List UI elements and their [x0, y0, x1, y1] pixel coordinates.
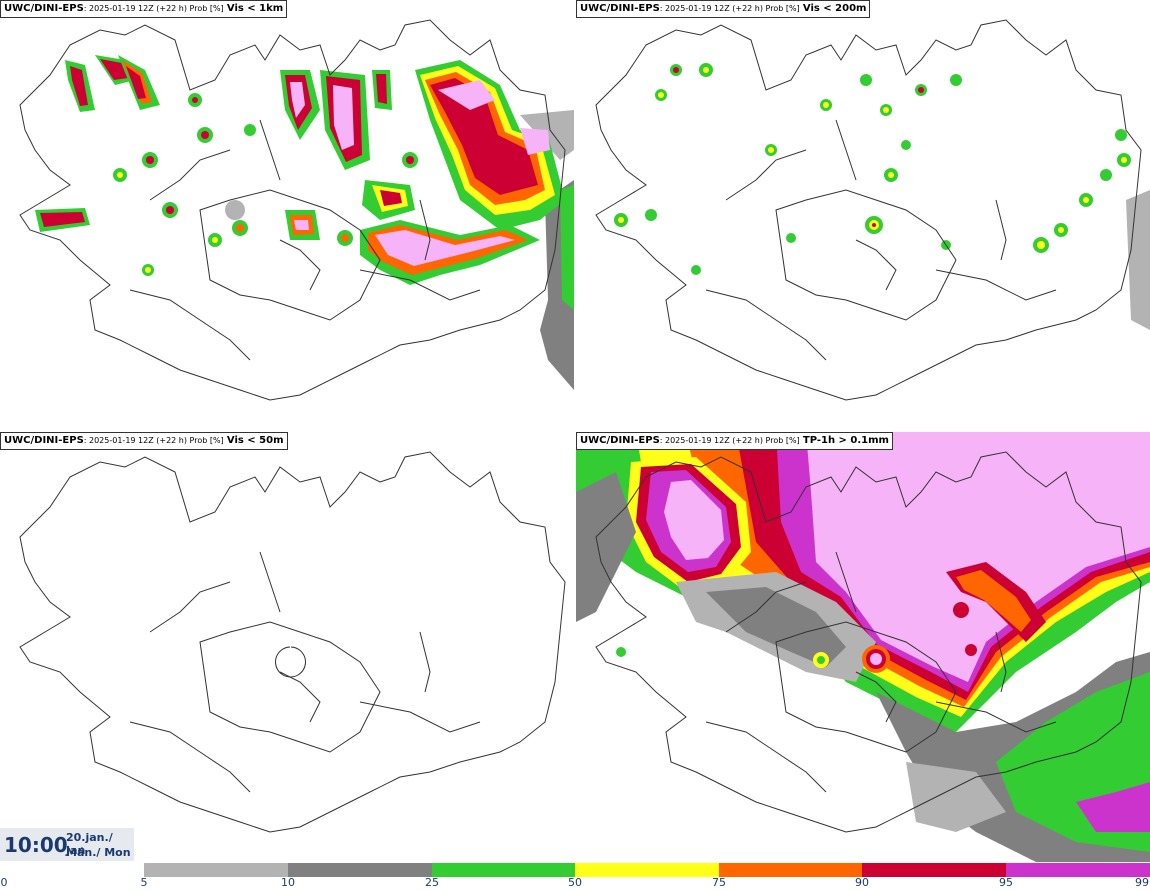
- map-panel-vis-200m: UWC/DINI-EPS: 2025-01-19 12Z (+22 h) Pro…: [576, 0, 1150, 430]
- map-vis-200m: [595, 19, 1150, 401]
- prob-field: [576, 432, 1150, 862]
- prob-spots-small: [614, 63, 1131, 275]
- valid-time-day: Mán./ Mon: [66, 846, 131, 859]
- panel-source: UWC/DINI-EPS: [4, 435, 84, 446]
- colorbar-tick-label: 90: [855, 876, 869, 889]
- panel-variable: TP-1h > 0.1mm: [802, 435, 889, 446]
- colorbar-tick-label: 99: [1135, 876, 1149, 889]
- colorbar-tick-label: 0: [0, 876, 8, 889]
- panel-variable: Vis < 1km: [226, 3, 284, 14]
- panel-run-info: : 2025-01-19 12Z (+22 h) Prob [%]: [83, 4, 224, 13]
- colorbar-tick-label: 75: [712, 876, 726, 889]
- colorbar-tick-label: 95: [999, 876, 1013, 889]
- map-panel-vis-1km: UWC/DINI-EPS: 2025-01-19 12Z (+22 h) Pro…: [0, 0, 574, 430]
- panel-title: UWC/DINI-EPS: 2025-01-19 12Z (+22 h) Pro…: [0, 432, 288, 450]
- valid-time-date: 20.jan./ Jan: [66, 831, 113, 857]
- prob-region-north: [280, 70, 415, 220]
- colorbar-tick-label: 50: [568, 876, 582, 889]
- colorbar-segment: [719, 863, 862, 877]
- prob-region-northeast: [415, 60, 565, 230]
- valid-time-clock: 10:00: [4, 833, 68, 857]
- panel-variable: Vis < 50m: [226, 435, 284, 446]
- colorbar-segment: [144, 863, 288, 877]
- panel-run-info: : 2025-01-19 12Z (+22 h) Prob [%]: [659, 436, 800, 445]
- iceland-coastline: [595, 19, 1142, 401]
- map-vis-50m: [19, 451, 566, 833]
- colorbar: 0 5 10 25 50 75 90 95 99: [0, 862, 1150, 891]
- colorbar-segment: [575, 863, 719, 877]
- colorbar-segment: [432, 863, 575, 877]
- panel-source: UWC/DINI-EPS: [580, 3, 660, 14]
- map-precip: [576, 432, 1150, 862]
- panel-title: UWC/DINI-EPS: 2025-01-19 12Z (+22 h) Pro…: [576, 432, 893, 450]
- panel-title: UWC/DINI-EPS: 2025-01-19 12Z (+22 h) Pro…: [576, 0, 871, 18]
- panel-variable: Vis < 200m: [802, 3, 867, 14]
- colorbar-segment: [1006, 863, 1150, 877]
- iceland-coastline: [19, 451, 566, 833]
- panel-run-info: : 2025-01-19 12Z (+22 h) Prob [%]: [83, 436, 224, 445]
- colorbar-tick-label: 5: [140, 876, 148, 889]
- colorbar-tick-label: 10: [281, 876, 295, 889]
- panel-source: UWC/DINI-EPS: [4, 3, 84, 14]
- iceland-coastline: [19, 19, 566, 401]
- colorbar-segment: [862, 863, 1006, 877]
- colorbar-segment: [288, 863, 432, 877]
- panel-source: UWC/DINI-EPS: [580, 435, 660, 446]
- prob-spots-small: [113, 93, 418, 276]
- prob-region-central: [360, 220, 540, 285]
- map-panel-vis-50m: UWC/DINI-EPS: 2025-01-19 12Z (+22 h) Pro…: [0, 432, 574, 862]
- map-panel-precip: UWC/DINI-EPS: 2025-01-19 12Z (+22 h) Pro…: [576, 432, 1150, 862]
- colorbar-tick-label: 25: [425, 876, 439, 889]
- map-vis-1km: [19, 19, 574, 401]
- panel-title: UWC/DINI-EPS: 2025-01-19 12Z (+22 h) Pro…: [0, 0, 288, 18]
- panel-run-info: : 2025-01-19 12Z (+22 h) Prob [%]: [659, 4, 800, 13]
- prob-region-westfjords: [35, 55, 320, 240]
- valid-time-box: 10:00 20.jan./ Jan Mán./ Mon: [0, 828, 134, 861]
- iceland-coastline: [595, 451, 1142, 833]
